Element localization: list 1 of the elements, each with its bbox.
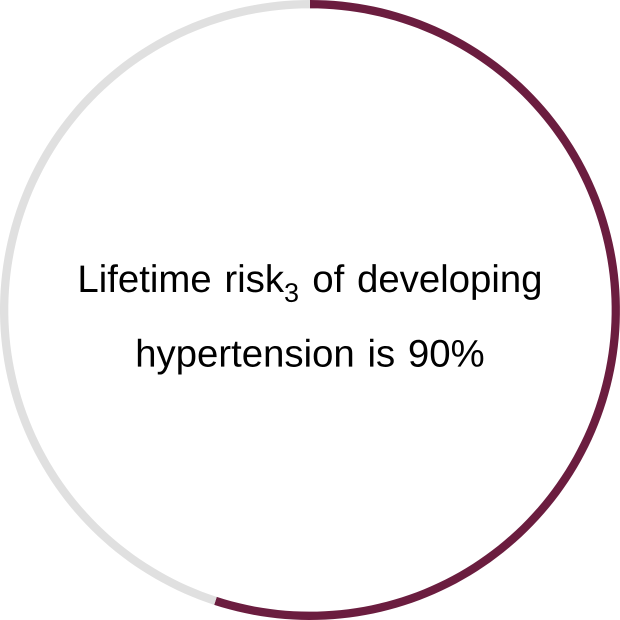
text: Lifetime risk$_{3}$ of developing hypertension is 90%	[80, 264, 540, 375]
